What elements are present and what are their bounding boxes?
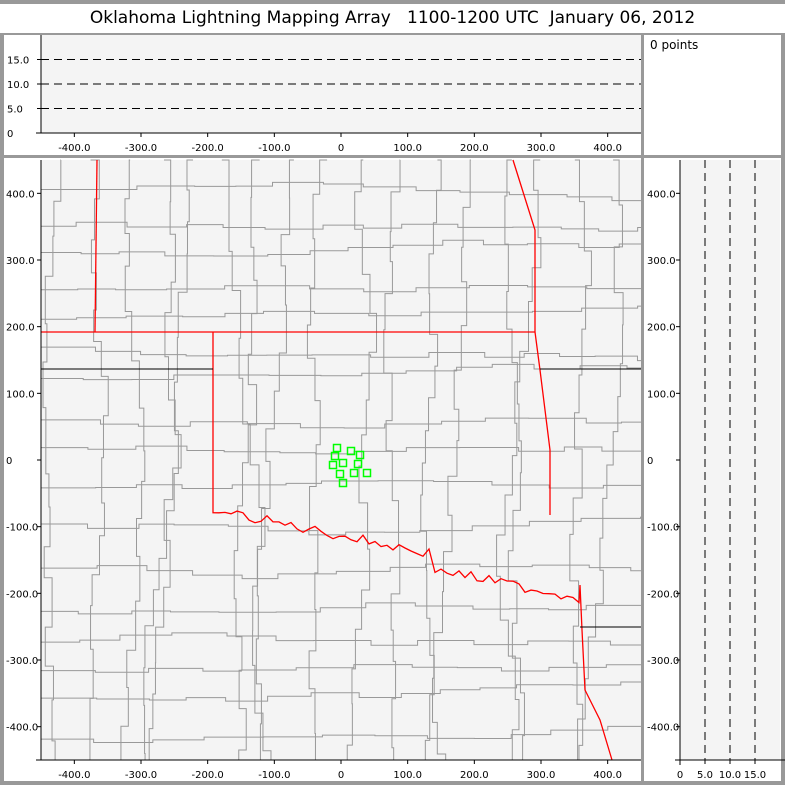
county-line: [40, 305, 641, 320]
x-tick-label: 0: [338, 143, 344, 154]
y-tick-label: 5.0: [7, 105, 23, 116]
info-panel: [644, 35, 781, 155]
x-tick-label: -300.0: [125, 143, 157, 154]
x-tick-label: -200.0: [192, 143, 224, 154]
county-lines: [40, 159, 642, 760]
x-tick-label: -400.0: [58, 143, 90, 154]
y-tick-label: -400.0: [647, 723, 679, 734]
x-tick-label: -100.0: [258, 143, 290, 154]
lightning-point: [338, 478, 348, 488]
y-tick-label: -200.0: [6, 589, 38, 600]
county-line: [40, 725, 641, 743]
x-tick-label: 100.0: [393, 770, 422, 781]
y-tick-label: 15.0: [7, 56, 29, 67]
county-line: [40, 664, 641, 674]
y-tick-label: 300.0: [6, 256, 35, 267]
x-tick-label: 300.0: [527, 143, 556, 154]
county-line: [252, 159, 294, 760]
county-line: [143, 159, 194, 760]
y-tick-label: 100.0: [647, 389, 676, 400]
y-tick-label: 0: [7, 129, 13, 140]
y-tick-label: -100.0: [6, 523, 38, 534]
county-line: [40, 563, 641, 580]
y-tick-label: -300.0: [647, 656, 679, 667]
lightning-point: [349, 468, 359, 478]
y-tick-label: 400.0: [6, 189, 35, 200]
county-line: [233, 159, 260, 760]
lightning-point: [362, 468, 372, 478]
county-line: [383, 159, 401, 760]
county-line: [577, 159, 624, 760]
lightning-point: [332, 443, 342, 453]
state-border: [94, 159, 98, 333]
county-line: [504, 159, 525, 760]
y-tick-label: -300.0: [6, 656, 38, 667]
y-tick-label: 400.0: [647, 189, 676, 200]
county-line: [120, 159, 146, 760]
x-tick-label: 5.0: [697, 770, 713, 781]
lightning-point: [328, 460, 338, 470]
lightning-point: [330, 451, 340, 461]
county-line: [148, 159, 182, 760]
county-line: [40, 346, 641, 362]
y-tick-label: 10.0: [7, 80, 29, 91]
x-tick-label: 200.0: [460, 770, 489, 781]
x-tick-label: 200.0: [460, 143, 489, 154]
county-line: [40, 417, 641, 429]
lightning-point: [335, 469, 345, 479]
y-tick-label: 0: [647, 456, 653, 467]
x-tick-label: 400.0: [593, 770, 622, 781]
county-line: [42, 159, 62, 760]
y-tick-label: 0: [6, 456, 12, 467]
county-line: [40, 221, 641, 232]
lightning-point: [355, 450, 365, 460]
x-tick-label: 0: [338, 770, 344, 781]
y-tick-label: 300.0: [647, 256, 676, 267]
county-line: [40, 480, 641, 490]
x-tick-label: 0: [677, 770, 683, 781]
x-tick-label: 100.0: [393, 143, 422, 154]
county-line: [40, 516, 642, 536]
county-line: [40, 239, 641, 258]
y-tick-label: -200.0: [647, 589, 679, 600]
county-line: [306, 159, 328, 760]
county-line: [40, 181, 641, 202]
x-tick-label: 300.0: [527, 770, 556, 781]
county-line: [221, 159, 266, 760]
county-line: [40, 285, 641, 293]
county-line: [432, 159, 471, 760]
y-tick-label: -400.0: [6, 723, 38, 734]
y-tick-label: -100.0: [647, 523, 679, 534]
x-tick-label: 10.0: [719, 770, 741, 781]
lightning-point: [338, 458, 348, 468]
state-border: [512, 159, 551, 515]
points-count: 0 points: [650, 38, 699, 52]
county-line: [40, 681, 641, 702]
lightning-point: [353, 459, 363, 469]
y-tick-label: 200.0: [647, 323, 676, 334]
x-tick-label: -300.0: [125, 770, 157, 781]
lightning-point: [346, 446, 356, 456]
x-tick-label: 400.0: [593, 143, 622, 154]
county-line: [420, 159, 442, 760]
county-line: [40, 632, 641, 646]
county-line: [40, 445, 641, 455]
x-tick-label: -200.0: [192, 770, 224, 781]
x-tick-label: 15.0: [744, 770, 766, 781]
county-line: [40, 602, 641, 615]
county-line: [496, 159, 542, 760]
x-tick-label: -100.0: [258, 770, 290, 781]
county-line: [89, 159, 109, 760]
state-border: [212, 510, 613, 761]
chart-title: Oklahoma Lightning Mapping Array 1100-12…: [0, 4, 785, 33]
x-tick-label: -400.0: [58, 770, 90, 781]
county-line: [569, 159, 592, 760]
y-tick-label: 200.0: [6, 323, 35, 334]
y-tick-label: 100.0: [6, 389, 35, 400]
